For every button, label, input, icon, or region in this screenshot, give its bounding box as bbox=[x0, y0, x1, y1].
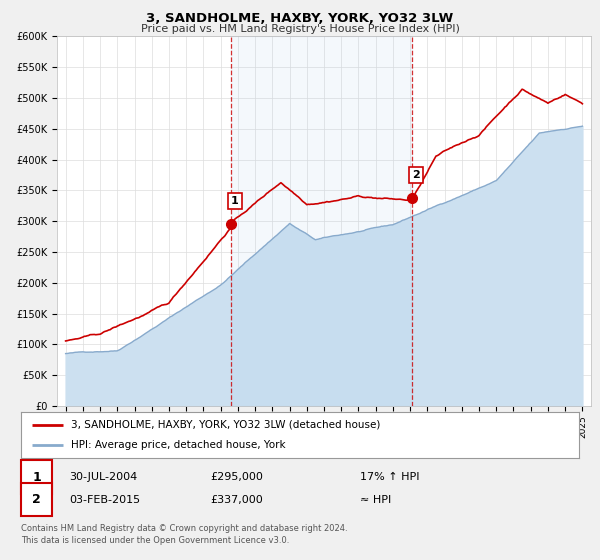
Text: 3, SANDHOLME, HAXBY, YORK, YO32 3LW: 3, SANDHOLME, HAXBY, YORK, YO32 3LW bbox=[146, 12, 454, 25]
Text: 1: 1 bbox=[231, 196, 239, 206]
Text: Price paid vs. HM Land Registry's House Price Index (HPI): Price paid vs. HM Land Registry's House … bbox=[140, 24, 460, 34]
Text: £295,000: £295,000 bbox=[210, 472, 263, 482]
Bar bbox=[230, 36, 412, 406]
Text: 30-JUL-2004: 30-JUL-2004 bbox=[69, 472, 137, 482]
Text: 3, SANDHOLME, HAXBY, YORK, YO32 3LW (detached house): 3, SANDHOLME, HAXBY, YORK, YO32 3LW (det… bbox=[71, 419, 380, 430]
Text: HPI: Average price, detached house, York: HPI: Average price, detached house, York bbox=[71, 440, 286, 450]
Text: 03-FEB-2015: 03-FEB-2015 bbox=[69, 494, 140, 505]
Text: 2: 2 bbox=[412, 170, 420, 180]
Text: 1: 1 bbox=[32, 470, 41, 484]
Text: Contains HM Land Registry data © Crown copyright and database right 2024.
This d: Contains HM Land Registry data © Crown c… bbox=[21, 524, 347, 545]
Text: ≈ HPI: ≈ HPI bbox=[360, 494, 391, 505]
Text: 17% ↑ HPI: 17% ↑ HPI bbox=[360, 472, 419, 482]
Text: 2: 2 bbox=[32, 493, 41, 506]
Text: £337,000: £337,000 bbox=[210, 494, 263, 505]
